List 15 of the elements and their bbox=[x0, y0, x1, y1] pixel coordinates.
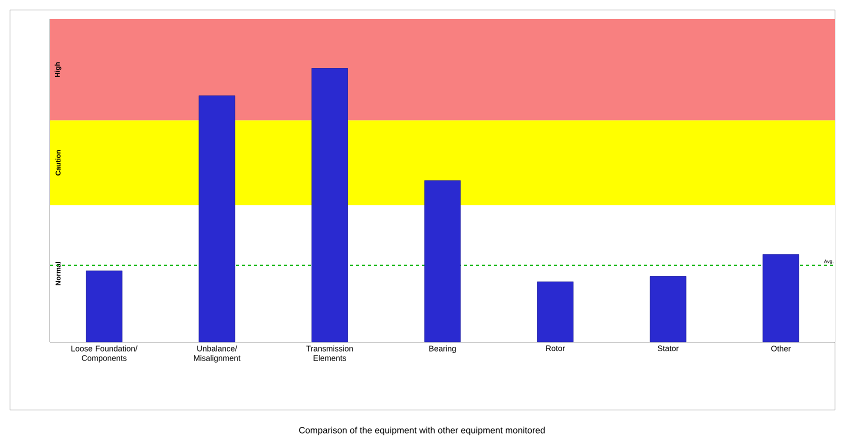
bar bbox=[198, 95, 236, 342]
bar bbox=[86, 270, 122, 342]
bar bbox=[650, 276, 686, 342]
bar bbox=[762, 254, 800, 342]
text: Comparison of the equipment with other equipment monitored bbox=[299, 426, 545, 436]
x-tick-label: Rotor bbox=[546, 346, 565, 352]
x-tick-label: Transmission Elements bbox=[306, 346, 353, 361]
x-tick-label: Stator bbox=[658, 346, 679, 352]
x-tick-label: Unbalance/ Misalignment bbox=[194, 346, 240, 362]
bar bbox=[537, 282, 574, 342]
bar bbox=[312, 68, 348, 342]
x-tick-label: Bearing bbox=[429, 346, 456, 353]
bar bbox=[424, 180, 461, 342]
x-tick-label: Other bbox=[771, 346, 791, 352]
x-tick-label: Loose Foundation/ Components bbox=[71, 346, 138, 362]
